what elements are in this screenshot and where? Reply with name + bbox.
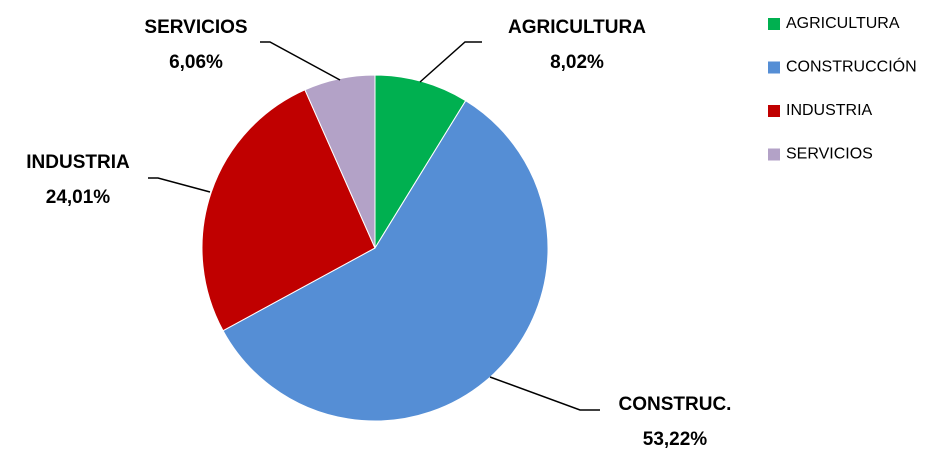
legend-swatch (768, 148, 780, 161)
leader-line (489, 376, 600, 411)
data-label-value: 6,06% (169, 52, 223, 73)
data-label-name: CONSTRUC. (619, 394, 732, 415)
data-label-name: SERVICIOS (144, 17, 247, 38)
legend-swatch (768, 61, 780, 74)
legend-label: AGRICULTURA (786, 15, 900, 32)
leader-line (260, 41, 341, 81)
legend-label: CONSTRUCCIÓN (786, 57, 917, 76)
legend-label: INDUSTRIA (786, 102, 873, 119)
data-label-name: INDUSTRIA (26, 152, 130, 173)
legend-label: SERVICIOS (786, 146, 873, 163)
data-label-value: 8,02% (550, 52, 604, 73)
leader-line (148, 177, 211, 193)
leader-line (419, 41, 482, 83)
data-label-name: AGRICULTURA (508, 17, 646, 38)
data-label-value: 53,22% (643, 429, 708, 450)
data-label-value: 24,01% (46, 187, 111, 208)
pie-slice (201, 89, 376, 332)
legend-swatch (768, 105, 780, 117)
pie-slice (222, 99, 549, 422)
legend-swatch (768, 18, 780, 30)
pie-slice (374, 74, 467, 250)
